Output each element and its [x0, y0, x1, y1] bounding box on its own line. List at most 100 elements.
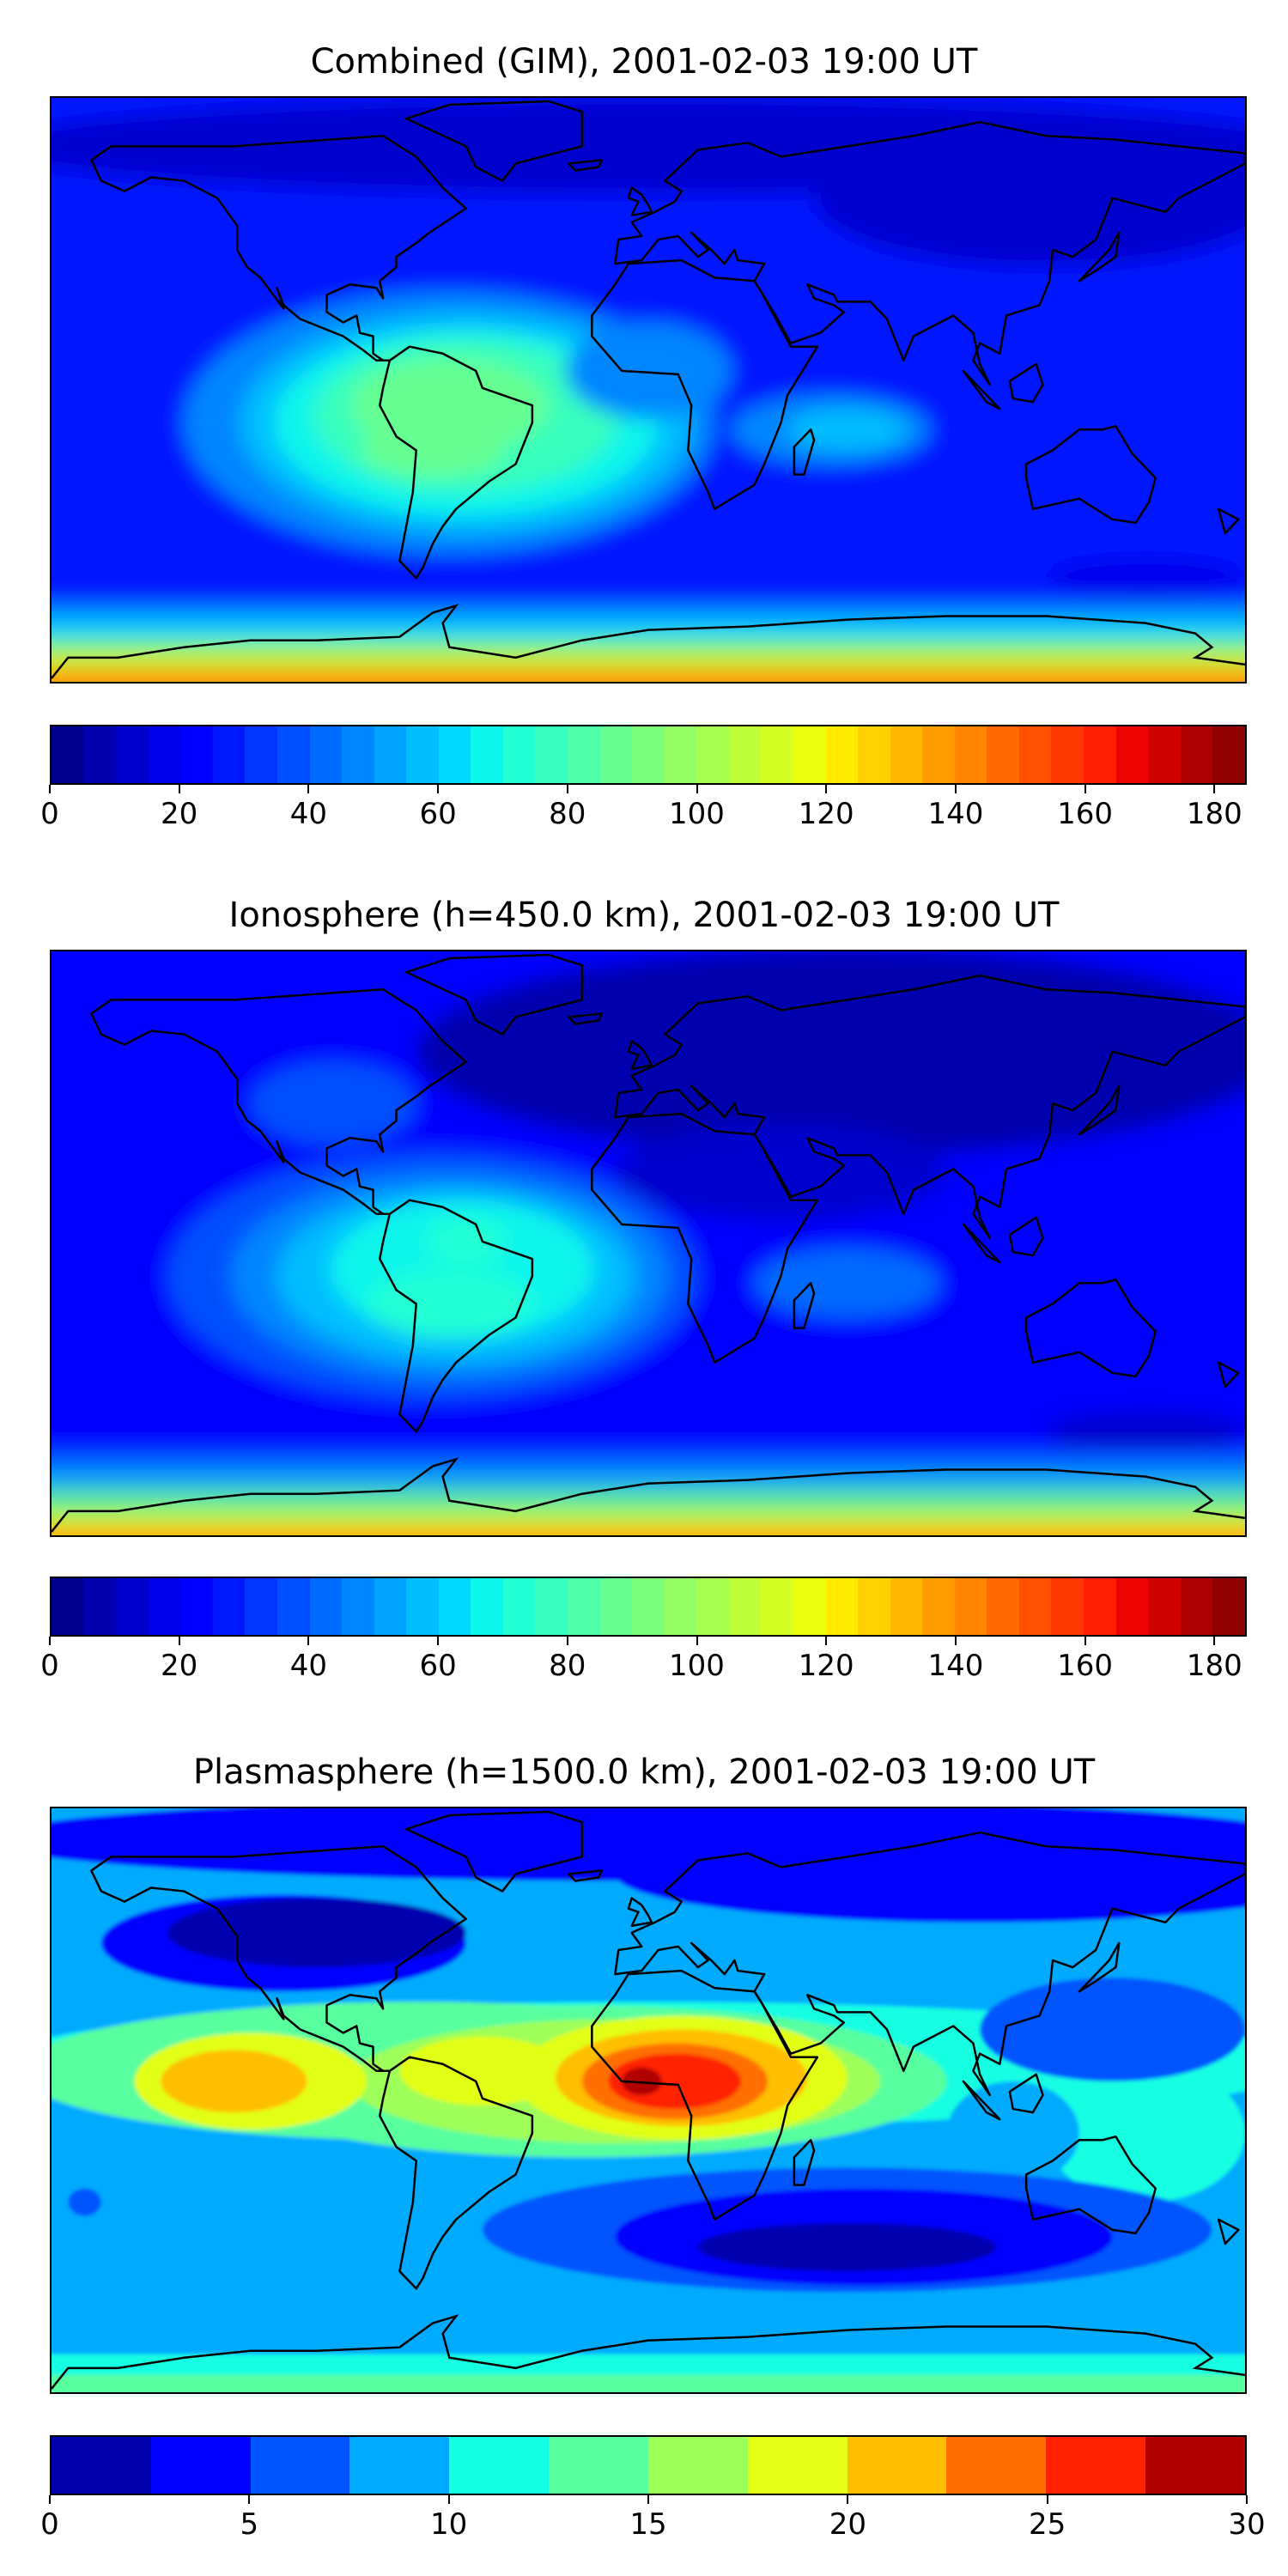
- field-contour: [615, 1124, 947, 1221]
- colorbar-bin: [1180, 726, 1213, 783]
- colorbar-tick-label: 140: [927, 797, 984, 831]
- coastline-na: [91, 136, 465, 361]
- colorbar-tick-label: 160: [1057, 1649, 1114, 1683]
- colorbar-tick-label: 60: [419, 1649, 457, 1683]
- polar-band: [52, 1449, 1245, 1535]
- colorbar-ticks-plasmasphere: 0 5 10 15 20 25 30: [40, 2495, 1266, 2555]
- colorbar-bin: [1148, 726, 1181, 783]
- colorbar-tick-label: 0: [40, 797, 59, 831]
- coastline-bo: [1010, 2075, 1043, 2112]
- colorbar-bin: [276, 1578, 310, 1635]
- colorbar-bin: [276, 726, 310, 783]
- colorbar-bin: [1148, 1578, 1181, 1635]
- colorbar-bin: [761, 726, 793, 783]
- colorbar-bin: [987, 726, 1019, 783]
- coastline-sa: [380, 2057, 532, 2289]
- field-contour: [426, 1217, 506, 1267]
- colorbar-bin: [83, 1578, 117, 1635]
- colorbar-bin: [549, 2437, 648, 2494]
- colorbar-tick: [696, 785, 698, 793]
- colorbar-bin: [728, 1578, 762, 1635]
- coastline-antarctica: [52, 605, 1245, 677]
- colorbar-tick-label: 100: [669, 1649, 725, 1683]
- field-contour: [366, 1269, 532, 1339]
- field-layer: [52, 951, 1245, 1535]
- colorbar-tick-label: 30: [1228, 2507, 1266, 2542]
- colorbar-tick: [49, 1637, 51, 1645]
- panel-title-ionosphere: Ionosphere (h=450.0 km), 2001-02-03 19:0…: [228, 896, 1060, 935]
- colorbar-tick: [437, 785, 440, 793]
- colorbar-bin: [180, 726, 213, 783]
- colorbar-tick: [1046, 2495, 1048, 2504]
- coastline-af: [592, 1114, 817, 1363]
- colorbar-bin: [1115, 1578, 1149, 1635]
- coastline-au: [1026, 2136, 1156, 2233]
- colorbar-tick: [696, 1637, 698, 1645]
- colorbar-tick-label: 60: [419, 797, 457, 831]
- field-contour: [360, 422, 506, 478]
- colorbar-bin: [342, 726, 374, 783]
- colorbar-tick: [49, 785, 51, 793]
- colorbar-tick-label: 80: [549, 1649, 586, 1683]
- colorbar-tick-label: 160: [1057, 797, 1114, 831]
- map-plasmasphere: [50, 1807, 1247, 2394]
- colorbar-bin: [1084, 726, 1116, 783]
- colorbar-bin: [116, 1578, 149, 1635]
- colorbar-bin: [150, 2437, 251, 2494]
- coastline-eu: [615, 1832, 1245, 2095]
- colorbar-ionosphere: [50, 1577, 1247, 1637]
- coastline-is: [568, 1013, 602, 1024]
- colorbar-bin: [502, 1578, 536, 1635]
- colorbar-tick-label: 40: [289, 797, 328, 831]
- colorbar-plasmasphere: [50, 2435, 1247, 2495]
- colorbar-combined: [50, 725, 1247, 785]
- coastline-su: [963, 1224, 999, 1262]
- coastline-mg: [794, 1283, 814, 1327]
- colorbar-bin: [747, 2437, 848, 2494]
- field-layer: [52, 1808, 1245, 2392]
- colorbar-bin: [342, 1578, 374, 1635]
- coastline-jp: [1079, 1086, 1119, 1134]
- coastline-au: [1026, 1279, 1156, 1376]
- colorbar-tick-label: 5: [240, 2507, 259, 2542]
- coastline-is: [568, 1870, 602, 1880]
- coastline-gl: [406, 101, 582, 181]
- coastline-gl: [406, 955, 582, 1035]
- colorbar-bin: [52, 2437, 151, 2494]
- colorbar-bin: [987, 1578, 1019, 1635]
- colorbar-bin: [890, 726, 923, 783]
- coastline-af: [592, 260, 817, 509]
- map-svg: [52, 951, 1245, 1535]
- colorbar-bin: [946, 2437, 1047, 2494]
- colorbar-bin: [1084, 1578, 1116, 1635]
- field-contour: [946, 2081, 1079, 2185]
- colorbar-bin: [116, 726, 149, 783]
- coastline-su: [963, 2081, 999, 2119]
- field-contour: [754, 1249, 940, 1318]
- field-contour: [697, 2222, 997, 2272]
- colorbar-bin: [1115, 726, 1149, 783]
- colorbar-bin: [148, 1578, 181, 1635]
- colorbar-bin: [471, 726, 503, 783]
- coastline-uk: [629, 188, 652, 216]
- colorbar-bin: [502, 726, 536, 783]
- colorbar-tick-label: 100: [669, 797, 725, 831]
- colorbar-tick: [49, 2495, 51, 2504]
- colorbar-bin: [890, 1578, 923, 1635]
- colorbar-bin: [245, 1578, 277, 1635]
- colorbar-tick-label: 20: [829, 2507, 866, 2542]
- coastline-bo: [1010, 1218, 1043, 1255]
- colorbar-tick-label: 40: [289, 1649, 328, 1683]
- colorbar-tick: [1246, 2495, 1248, 2504]
- colorbar-bin: [664, 1578, 697, 1635]
- colorbar-bin: [406, 1578, 439, 1635]
- colorbar-bin: [858, 1578, 890, 1635]
- colorbar-bin: [922, 726, 955, 783]
- field-contour: [1046, 1411, 1245, 1453]
- colorbar-bin: [52, 1578, 84, 1635]
- colorbar-bin: [438, 1578, 471, 1635]
- colorbar-tick-label: 180: [1186, 797, 1242, 831]
- colorbar-bin: [599, 726, 633, 783]
- coastline-nz: [1218, 1363, 1238, 1387]
- colorbar-tick-label: 25: [1029, 2507, 1066, 2542]
